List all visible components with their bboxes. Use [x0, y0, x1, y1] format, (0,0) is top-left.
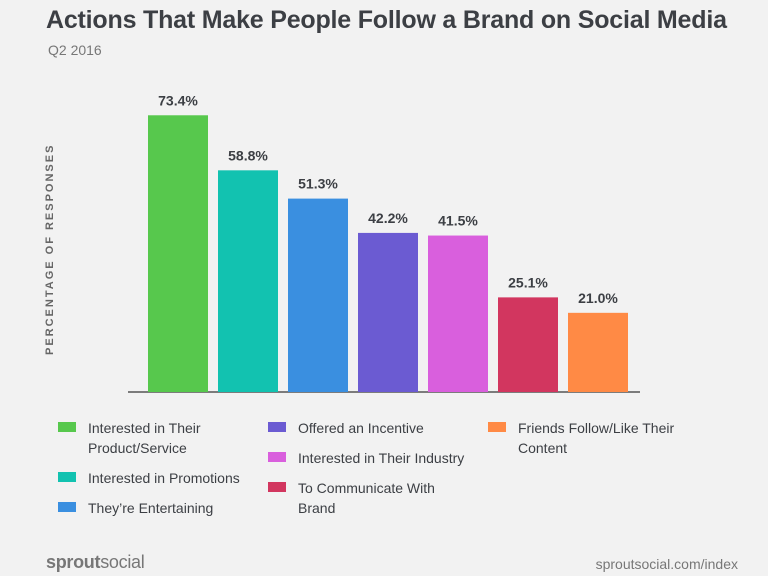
bar-6 [498, 297, 558, 392]
bar-value-label-7: 21.0% [578, 290, 618, 306]
chart-title: Actions That Make People Follow a Brand … [46, 6, 727, 34]
bar-4 [358, 232, 418, 392]
bar-2 [218, 170, 278, 392]
bar-value-label-5: 41.5% [438, 213, 478, 229]
bar-3 [288, 198, 348, 392]
chart-subtitle: Q2 2016 [48, 42, 102, 58]
source-link[interactable]: sproutsocial.com/index [595, 556, 738, 572]
bar-1 [148, 115, 208, 393]
sprout-social-logo: sproutsocial [46, 552, 145, 572]
bar-value-label-6: 25.1% [508, 274, 548, 290]
bar-value-label-2: 58.8% [228, 147, 268, 163]
bar-value-label-1: 73.4% [158, 92, 198, 108]
bar-7 [568, 312, 628, 392]
bar-value-label-4: 42.2% [368, 210, 408, 226]
bar-5 [428, 235, 488, 392]
bar-value-label-3: 51.3% [298, 176, 338, 192]
